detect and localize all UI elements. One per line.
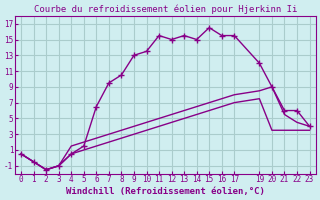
- Title: Courbe du refroidissement éolien pour Hjerkinn Ii: Courbe du refroidissement éolien pour Hj…: [34, 4, 297, 14]
- X-axis label: Windchill (Refroidissement éolien,°C): Windchill (Refroidissement éolien,°C): [66, 187, 265, 196]
